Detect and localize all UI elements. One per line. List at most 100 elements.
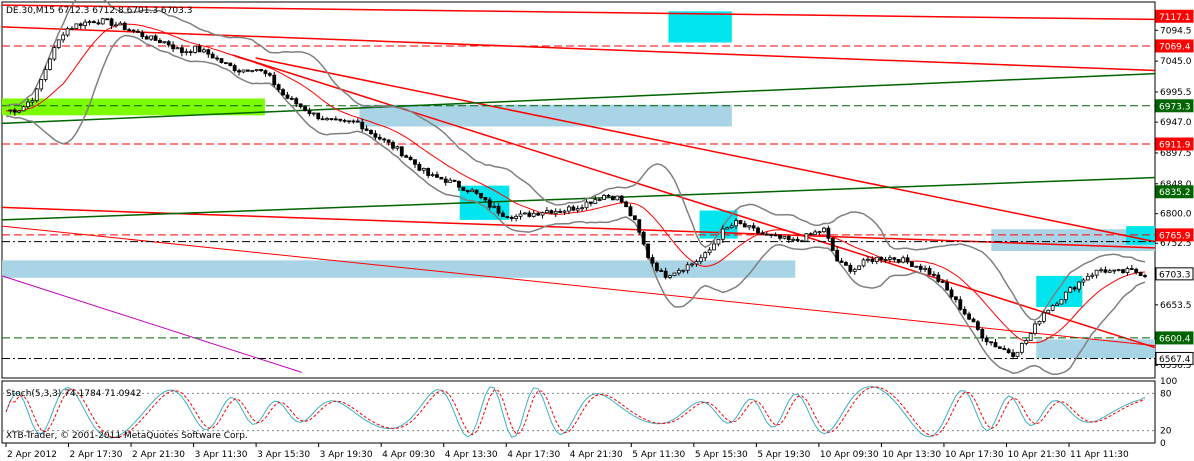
candle-body xyxy=(993,342,998,348)
time-tick-label: 10 Apr 09:30 xyxy=(820,450,879,460)
stoch-tick-label: 20 xyxy=(1160,427,1172,437)
price-label-box xyxy=(1155,351,1194,365)
candle-body xyxy=(1011,352,1015,357)
candle-body xyxy=(1081,279,1086,283)
candle-body xyxy=(114,24,118,27)
candle-body xyxy=(1129,268,1134,270)
candle-body xyxy=(602,194,606,200)
candle-body xyxy=(1028,333,1033,341)
candle-body xyxy=(241,69,246,73)
candle-body xyxy=(228,62,233,66)
candle-body xyxy=(87,21,92,24)
candle-body xyxy=(197,45,202,53)
candle-body xyxy=(461,186,466,191)
candle-body xyxy=(1094,269,1099,276)
candle-body xyxy=(1121,269,1125,274)
candle-body xyxy=(360,121,365,130)
candle-body xyxy=(17,110,22,113)
candle-body xyxy=(953,296,958,301)
time-tick-label: 2 Apr 21:30 xyxy=(132,450,185,460)
candle-body xyxy=(391,142,395,149)
candle-body xyxy=(742,223,747,228)
candle-body xyxy=(536,212,541,216)
candle-body xyxy=(153,35,158,41)
candle-body xyxy=(351,120,356,123)
candle-body xyxy=(364,128,369,131)
candle-body xyxy=(439,176,444,180)
price-label-box xyxy=(1155,331,1194,345)
candle-body xyxy=(540,212,545,216)
candle-body xyxy=(408,156,413,161)
time-tick-label: 4 Apr 21:30 xyxy=(570,450,623,460)
candle-body xyxy=(92,21,96,24)
candle-body xyxy=(760,232,765,235)
stoch-main-line xyxy=(5,386,1146,439)
candle-body xyxy=(575,208,580,211)
candle-body xyxy=(1037,320,1042,325)
candle-body xyxy=(122,22,127,31)
candle-body xyxy=(166,41,171,46)
candle-body xyxy=(567,206,571,212)
candle-body xyxy=(1068,287,1073,293)
candle-body xyxy=(417,163,422,171)
candle-body xyxy=(83,21,88,26)
candle-body xyxy=(8,109,13,112)
candle-body xyxy=(430,174,435,177)
candle-body xyxy=(588,201,593,204)
candle-body xyxy=(610,195,615,201)
candle-body xyxy=(1112,269,1117,272)
candle-body xyxy=(457,181,461,188)
candle-body xyxy=(632,215,637,221)
price-tick-label: 6556.5 xyxy=(1160,361,1192,371)
candle-body xyxy=(910,261,914,267)
candle-body xyxy=(131,29,136,32)
candle-body xyxy=(144,36,149,40)
candle-body xyxy=(553,211,558,214)
candle-body xyxy=(1090,274,1095,277)
candle-body xyxy=(65,28,70,36)
candle-body xyxy=(382,138,387,141)
candle-body xyxy=(162,41,167,44)
candle-body xyxy=(681,269,686,272)
price-label-box xyxy=(1155,228,1194,242)
candle-body xyxy=(505,216,510,219)
candle-body xyxy=(932,273,936,276)
candle-body xyxy=(474,189,479,194)
candle-body xyxy=(747,225,752,228)
candle-body xyxy=(30,100,35,103)
candle-body xyxy=(307,110,312,115)
trendline xyxy=(1,206,1156,249)
candle-body xyxy=(984,337,989,343)
candle-body xyxy=(175,47,180,50)
stoch-header: Stoch(5,3,3) 74.1784 71.0942 xyxy=(6,389,141,399)
candle-body xyxy=(962,308,967,315)
time-tick-label: 2 Apr 2012 xyxy=(7,450,57,460)
candle-body xyxy=(905,257,910,263)
candle-body xyxy=(883,258,888,261)
candle-body xyxy=(725,227,730,230)
moving-average xyxy=(5,23,1146,344)
price-label-text: 6835.2 xyxy=(1159,188,1191,198)
candle-body xyxy=(923,267,928,270)
stoch-tick-label: 0 xyxy=(1160,439,1166,449)
candle-body xyxy=(975,321,980,330)
price-panel[interactable] xyxy=(1,1,1156,379)
zone-rect xyxy=(668,11,732,43)
candle-body xyxy=(720,228,725,240)
candle-body xyxy=(223,62,228,64)
candle-body xyxy=(778,234,782,239)
candle-body xyxy=(426,167,431,176)
candle-body xyxy=(606,194,611,197)
time-tick-label: 4 Apr 13:30 xyxy=(445,450,498,460)
candle-body xyxy=(184,51,189,54)
candle-body xyxy=(593,199,598,204)
candle-body xyxy=(298,103,303,108)
candle-body xyxy=(237,70,241,73)
candle-body xyxy=(848,264,853,272)
candle-body xyxy=(369,130,373,134)
candle-body xyxy=(712,243,716,251)
candle-body xyxy=(822,227,826,233)
candle-body xyxy=(452,179,457,182)
candle-body xyxy=(896,259,901,263)
